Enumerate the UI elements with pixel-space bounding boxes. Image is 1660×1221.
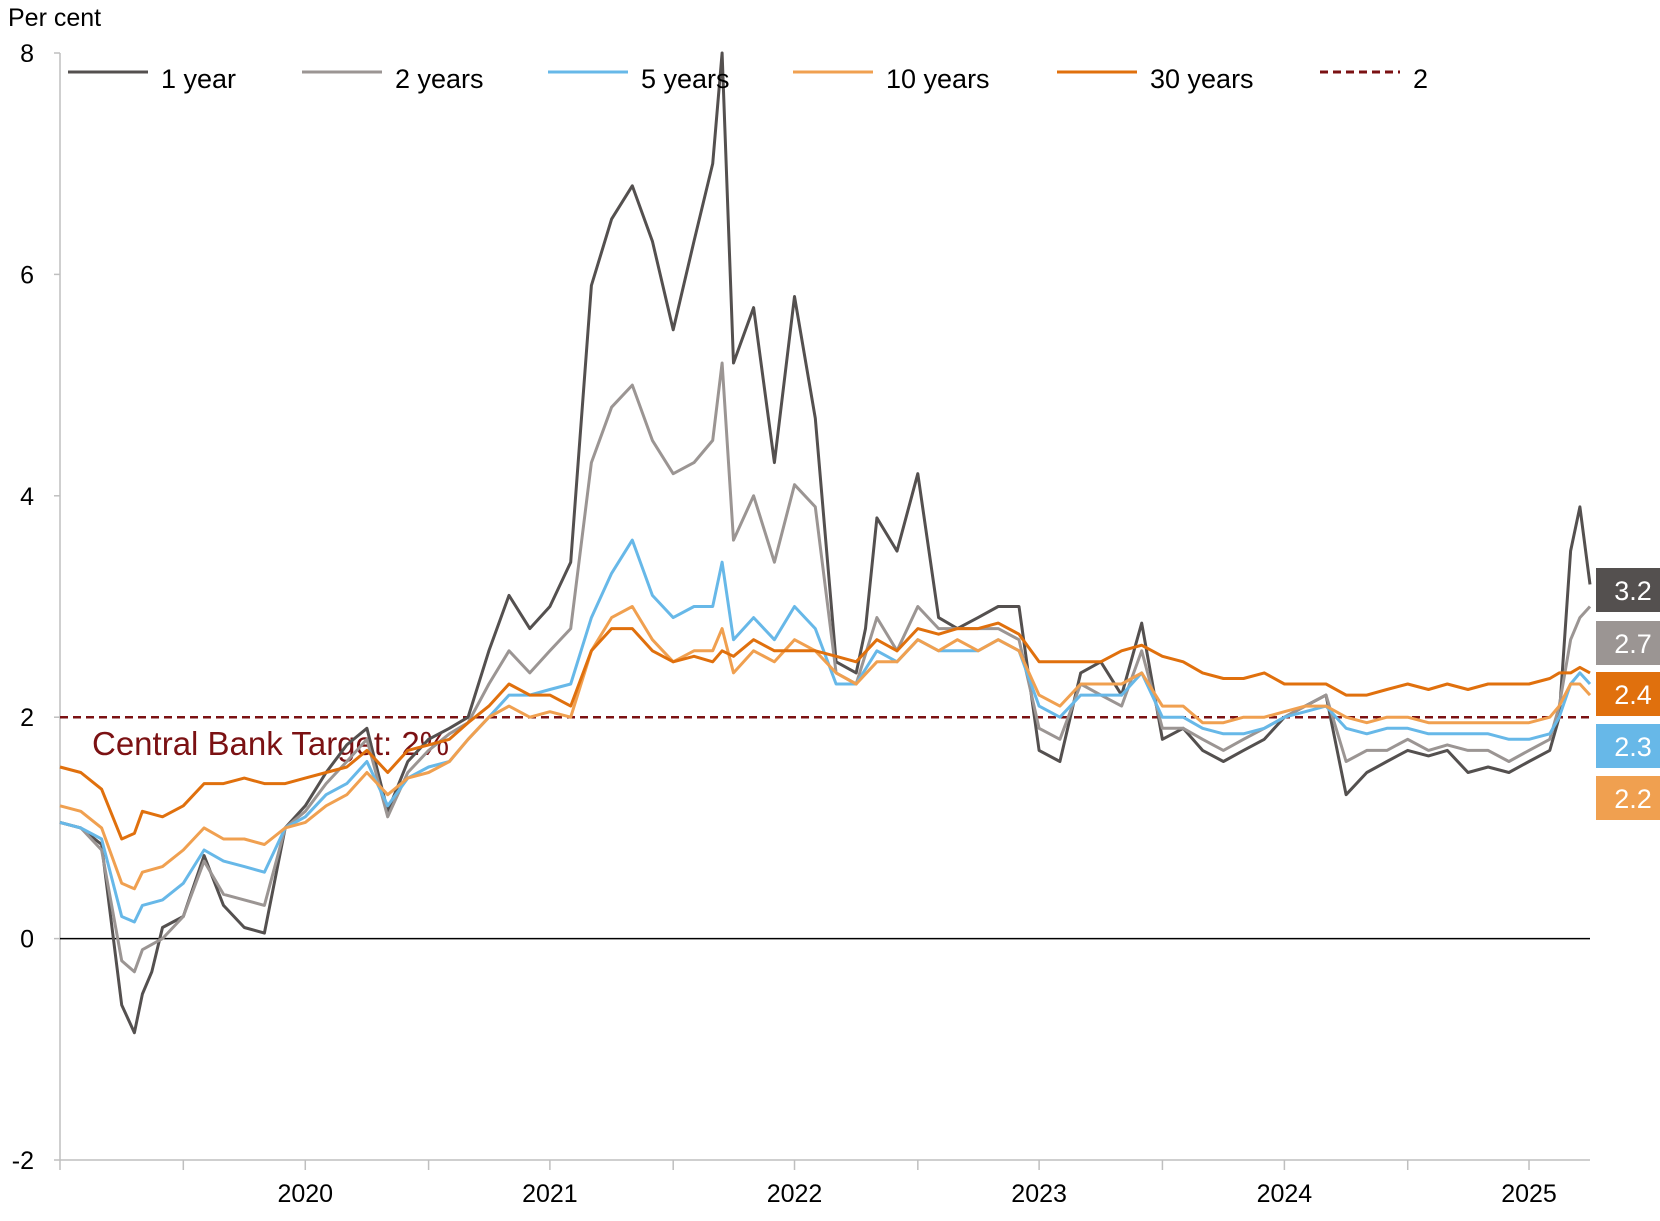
- series-line-10-years: [59, 605, 1592, 891]
- x-tick-label: 2024: [1257, 1180, 1313, 1208]
- end-label-text: 2.7: [1614, 629, 1652, 659]
- series-line-1-year: [59, 51, 1592, 1035]
- end-label-text: 2.3: [1614, 732, 1652, 762]
- series-line-30-years: [59, 621, 1591, 841]
- x-tick-label: 2022: [767, 1180, 823, 1208]
- x-tick-label: 2025: [1501, 1180, 1557, 1208]
- legend-label: 2 years: [395, 64, 484, 94]
- end-label-text: 3.2: [1614, 576, 1652, 606]
- end-label-box: [1596, 724, 1660, 768]
- end-label-box: [1596, 776, 1660, 820]
- series-lines: [59, 51, 1592, 1035]
- legend-label: 10 years: [886, 64, 990, 94]
- y-tick-label: 4: [20, 483, 34, 511]
- end-label-box: [1596, 672, 1660, 716]
- x-tick-label: 2023: [1011, 1180, 1067, 1208]
- end-label-box: [1596, 568, 1660, 612]
- legend-label: 2: [1413, 64, 1428, 94]
- legend-label: 5 years: [641, 64, 730, 94]
- y-axis-label: Per cent: [8, 4, 101, 32]
- legend: 1 year 2 years 5 years 10 years 30 years 2: [68, 64, 1428, 94]
- y-tick-label: 8: [20, 40, 34, 68]
- target-annotation: Central Bank Target: 2%: [92, 725, 449, 762]
- axes: -2 0 2 4 6 8 2020 2021 2022 2023 2024 2025: [12, 40, 1590, 1208]
- legend-label: 30 years: [1150, 64, 1254, 94]
- end-label-text: 2.4: [1614, 680, 1652, 710]
- x-tick-label: 2021: [522, 1180, 578, 1208]
- end-labels: 3.2 2.7 2.4 2.3 2.2: [1596, 568, 1660, 820]
- y-tick-label: 0: [20, 926, 34, 954]
- end-label-text: 2.2: [1614, 784, 1652, 814]
- legend-label: 1 year: [161, 64, 236, 94]
- y-tick-label: 2: [20, 704, 34, 732]
- y-tick-label: -2: [12, 1147, 34, 1175]
- series-line-5-years: [59, 538, 1592, 924]
- y-tick-label: 6: [20, 261, 34, 289]
- end-label-box: [1596, 621, 1660, 665]
- x-tick-label: 2020: [277, 1180, 333, 1208]
- series-line-2-years: [59, 361, 1592, 974]
